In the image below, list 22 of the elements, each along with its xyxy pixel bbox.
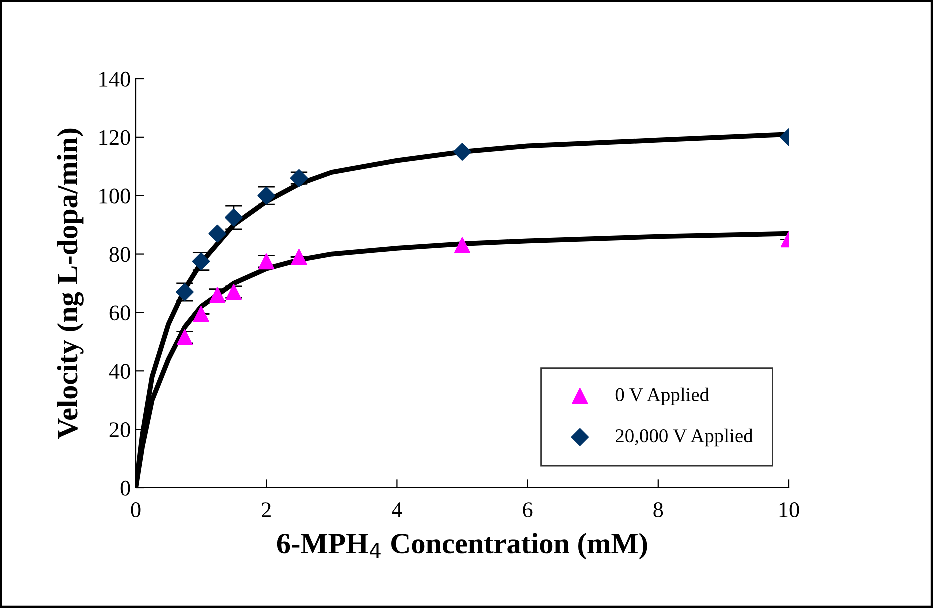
legend-label: 20,000 V Applied — [616, 428, 754, 447]
y-tick-label: 60 — [110, 306, 130, 321]
point — [225, 208, 243, 227]
point — [291, 249, 308, 266]
legend-label: 0 V Applied — [616, 388, 710, 406]
x-tick-label: 8 — [654, 502, 664, 518]
y-tick-label: 0 — [120, 480, 130, 496]
x-tick-label: 2 — [262, 502, 271, 518]
y-axis-title: Velocity (ng L-dopa/min) — [57, 128, 84, 440]
point — [193, 306, 210, 322]
y-tick-label: 100 — [100, 188, 130, 204]
x-tick-label: 10 — [780, 502, 800, 518]
y-tick-label: 140 — [100, 72, 130, 87]
y-tick-label: 40 — [109, 364, 130, 380]
point — [208, 224, 227, 243]
x-tick-label: 6 — [523, 502, 533, 518]
y-tick-label: 120 — [100, 130, 130, 146]
y-tick-label: 20 — [110, 422, 130, 438]
x-tick-label: 4 — [392, 502, 402, 518]
x-tick-label: 0 — [131, 502, 141, 518]
y-tick-label: 80 — [110, 247, 130, 262]
x-axis-title: 6-MPH$_{4}$ Concentration (mM) — [277, 533, 648, 560]
